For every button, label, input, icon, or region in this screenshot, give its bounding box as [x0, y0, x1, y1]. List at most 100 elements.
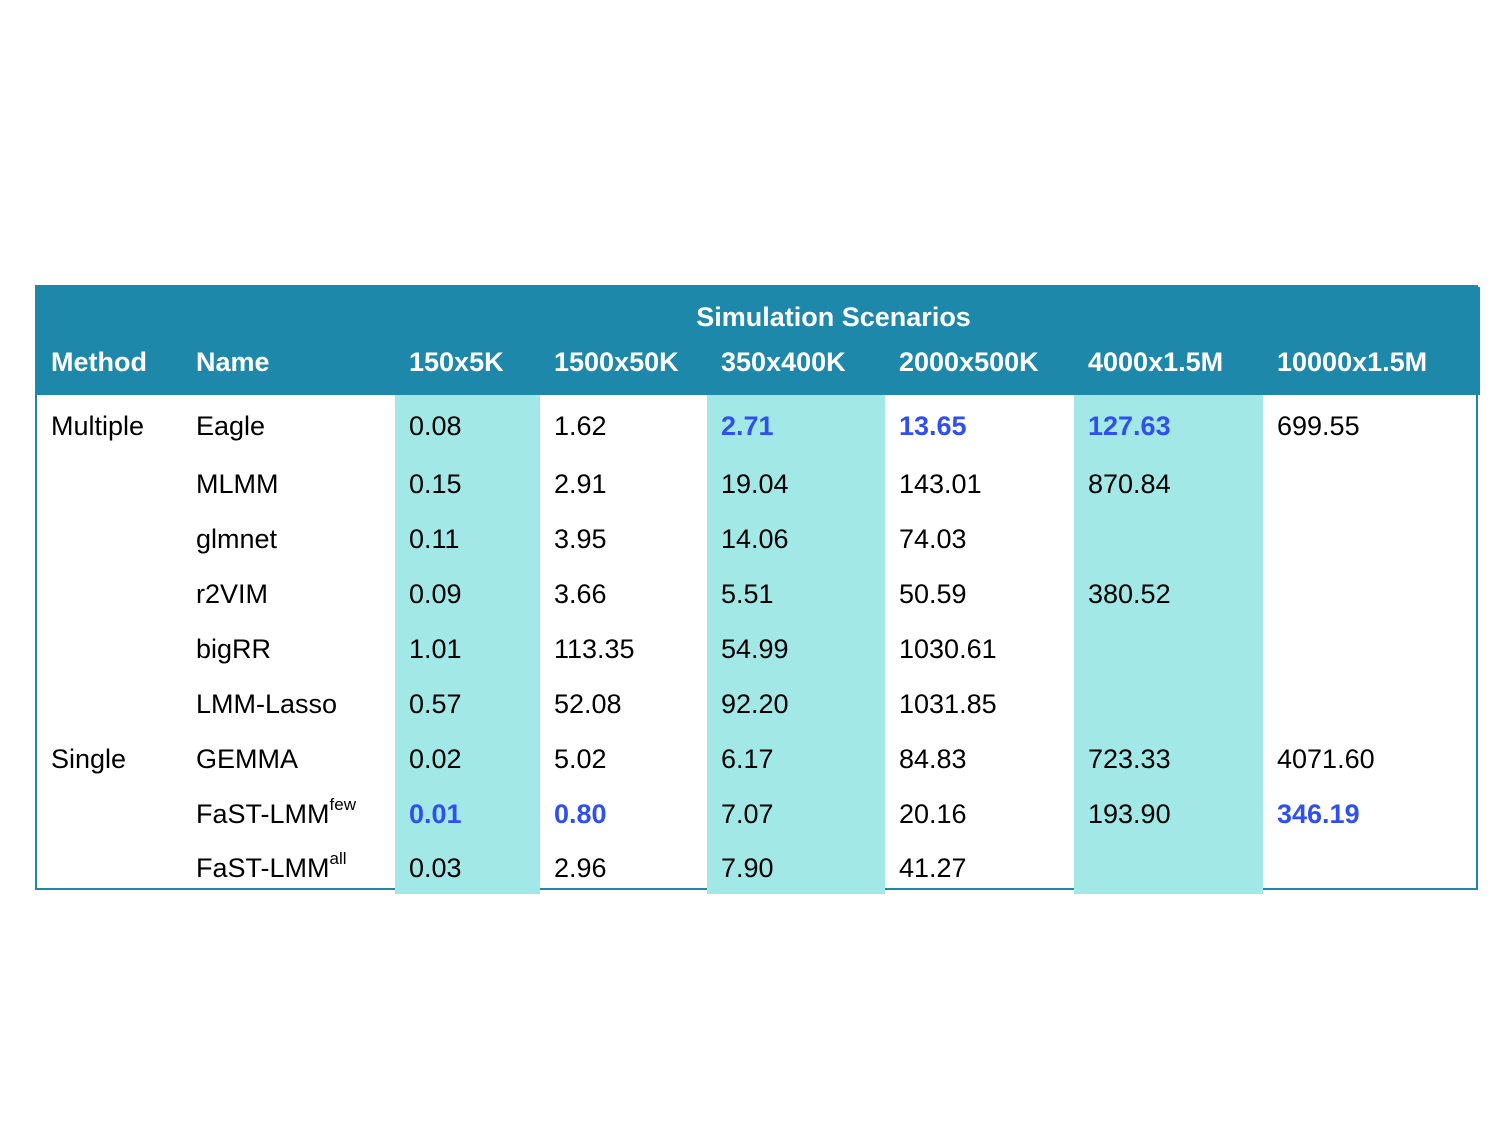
method-name: bigRR	[196, 634, 272, 664]
value-cell	[1263, 457, 1480, 512]
column-header: 1500x50K	[540, 347, 707, 395]
column-header: 150x5K	[395, 347, 540, 395]
value-cell: 74.03	[899, 524, 967, 554]
value-cell: 1.62	[554, 410, 607, 441]
value-cell	[1263, 842, 1480, 894]
name-cell: bigRR	[182, 622, 395, 677]
method-name-superscript: few	[329, 795, 356, 814]
value-cell: 0.09	[395, 567, 540, 622]
value-cell	[1074, 622, 1263, 677]
method-cell	[37, 512, 182, 567]
name-cell: GEMMA	[182, 732, 395, 787]
value-cell: 723.33	[1074, 732, 1263, 787]
table-row: MLMM 0.15 2.91 19.04 143.01 870.84	[37, 457, 1480, 512]
value-cell: 4071.60	[1277, 744, 1375, 774]
value-cell: 2.96	[554, 852, 607, 883]
value-cell: 1.01	[395, 622, 540, 677]
value-cell: 41.27	[899, 852, 967, 883]
table-row: Multiple Eagle 0.08 1.62 2.71 13.65 127.63 699.…	[37, 395, 1480, 457]
value-cell: 1030.61	[899, 634, 997, 664]
value-cell: 0.03	[395, 842, 540, 894]
value-cell: 50.59	[899, 579, 967, 609]
value-cell: 6.17	[707, 732, 885, 787]
table-row: LMM-Lasso 0.57 52.08 92.20 1031.85	[37, 677, 1480, 732]
value-cell: 1031.85	[899, 689, 997, 719]
value-cell: 7.07	[707, 787, 885, 842]
method-name: glmnet	[196, 524, 278, 554]
value-cell: 5.02	[554, 744, 607, 774]
group-header-cell: Simulation Scenarios	[37, 287, 1481, 347]
group-header-row: Simulation Scenarios	[37, 287, 1481, 347]
value-cell: 13.65	[899, 410, 967, 441]
table-row: FaST-LMMfew 0.01 0.80 7.07 20.16 193.90 346.19	[37, 787, 1480, 842]
value-cell: 7.90	[707, 842, 885, 894]
method-cell	[37, 842, 182, 894]
table-row: Single GEMMA 0.02 5.02 6.17 84.83 723.33 4071.6…	[37, 732, 1480, 787]
method-name: LMM-Lasso	[196, 689, 338, 719]
name-cell: r2VIM	[182, 567, 395, 622]
method-cell	[37, 457, 182, 512]
value-cell: 380.52	[1074, 567, 1263, 622]
value-cell: 113.35	[554, 634, 635, 664]
column-header: 350x400K	[707, 347, 885, 395]
value-cell: 0.11	[395, 512, 540, 567]
column-header: 4000x1.5M	[1074, 347, 1263, 395]
method-cell	[37, 567, 182, 622]
value-cell	[1074, 677, 1263, 732]
method-name: MLMM	[196, 469, 279, 499]
value-cell: 20.16	[899, 799, 967, 829]
column-header-row: Method Name 150x5K 1500x50K 350x400K 200…	[37, 347, 1481, 395]
name-cell: Eagle	[182, 395, 395, 457]
column-header: Method	[37, 347, 182, 395]
table-row: bigRR 1.01 113.35 54.99 1030.61	[37, 622, 1480, 677]
value-cell: 3.95	[554, 524, 607, 554]
table-row: FaST-LMMall 0.03 2.96 7.90 41.27	[37, 842, 1480, 894]
value-cell: 14.06	[707, 512, 885, 567]
method-name: Eagle	[196, 410, 266, 441]
value-cell: 0.01	[395, 787, 540, 842]
value-cell: 699.55	[1277, 410, 1360, 441]
method-cell: Single	[51, 744, 127, 774]
table-row: glmnet 0.11 3.95 14.06 74.03	[37, 512, 1480, 567]
value-cell: 193.90	[1074, 787, 1263, 842]
value-cell: 5.51	[707, 567, 885, 622]
name-cell: LMM-Lasso	[182, 677, 395, 732]
value-cell	[1263, 567, 1480, 622]
value-cell: 0.57	[395, 677, 540, 732]
value-cell	[1074, 512, 1263, 567]
value-cell: 54.99	[707, 622, 885, 677]
results-table: Simulation Scenarios Method Name 150x5K …	[37, 287, 1481, 894]
table-body: Multiple Eagle 0.08 1.62 2.71 13.65 127.63 699.…	[37, 395, 1480, 894]
value-cell: 143.01	[899, 469, 982, 499]
value-cell: 3.66	[554, 579, 607, 609]
value-cell: 19.04	[707, 457, 885, 512]
value-cell: 84.83	[899, 744, 967, 774]
method-cell	[37, 622, 182, 677]
group-header-title: Simulation Scenarios	[696, 301, 971, 332]
results-table-container: Simulation Scenarios Method Name 150x5K …	[35, 285, 1481, 894]
name-cell: glmnet	[182, 512, 395, 567]
value-cell: 0.08	[395, 395, 540, 457]
value-cell: 52.08	[554, 689, 622, 719]
table-row: r2VIM 0.09 3.66 5.51 50.59 380.52	[37, 567, 1480, 622]
value-cell: 2.71	[707, 395, 885, 457]
value-cell	[1263, 512, 1480, 567]
method-name: FaST-LMM	[196, 799, 330, 829]
value-cell: 346.19	[1277, 799, 1360, 829]
value-cell: 0.02	[395, 732, 540, 787]
method-name-superscript: all	[329, 848, 347, 868]
value-cell	[1263, 622, 1480, 677]
name-cell: MLMM	[182, 457, 395, 512]
value-cell: 870.84	[1074, 457, 1263, 512]
value-cell: 92.20	[707, 677, 885, 732]
value-cell	[1263, 677, 1480, 732]
name-cell: FaST-LMMfew	[182, 787, 395, 842]
column-header: 10000x1.5M	[1263, 347, 1481, 395]
method-cell	[37, 787, 182, 842]
column-header: Name	[182, 347, 395, 395]
method-cell: Multiple	[51, 410, 145, 441]
value-cell: 2.91	[554, 469, 607, 499]
method-name: r2VIM	[196, 579, 269, 609]
value-cell: 127.63	[1074, 395, 1263, 457]
method-name: FaST-LMM	[196, 852, 330, 883]
